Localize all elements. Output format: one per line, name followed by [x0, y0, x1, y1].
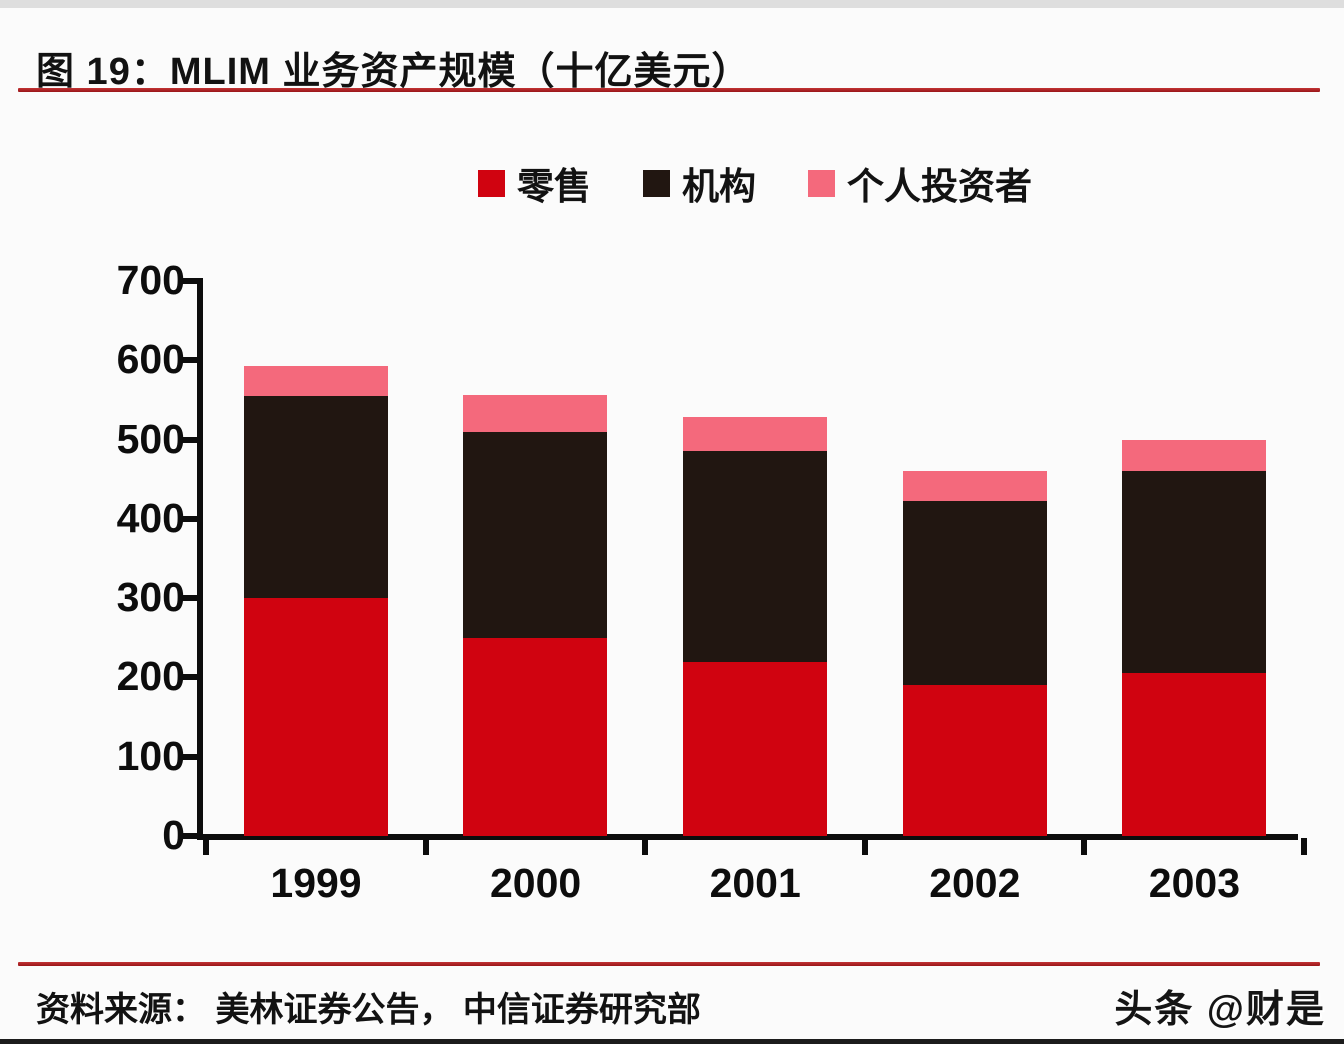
chart-legend: 零售 机构 个人投资者 — [206, 158, 1304, 208]
source-text: 资料来源： 美林证券公告， 中信证券研究部 — [36, 991, 701, 1029]
page-top-edge — [0, 0, 1344, 8]
bar-segment-2001-个人投资者 — [683, 417, 827, 452]
legend-swatch-icon — [643, 169, 670, 197]
x-axis-line — [197, 834, 1298, 840]
x-axis-tick — [1081, 838, 1088, 855]
x-axis-tick — [861, 838, 868, 855]
chart-title: 图 19：MLIM 业务资产规模（十亿美元） — [36, 51, 751, 93]
legend-item-1: 机构 — [643, 156, 756, 210]
x-axis-tick — [642, 838, 649, 855]
y-axis-tick-label: 200 — [116, 653, 185, 700]
bar-segment-1999-机构 — [243, 395, 388, 599]
y-axis-tick-label: 100 — [116, 732, 185, 779]
bar-segment-1999-个人投资者 — [243, 365, 388, 396]
bar-segment-2001-机构 — [683, 451, 827, 662]
title-underline-rule — [18, 88, 1320, 92]
y-axis-tick — [179, 674, 199, 681]
plot-area — [206, 281, 1304, 836]
bar-segment-2003-个人投资者 — [1122, 439, 1267, 472]
watermark-text: 头条 @财是 — [1114, 989, 1326, 1031]
legend-item-2: 个人投资者 — [808, 156, 1032, 210]
legend-item-0: 零售 — [478, 156, 591, 210]
bar-segment-2001-零售 — [683, 661, 827, 836]
bar-segment-1999-零售 — [243, 598, 388, 836]
x-axis-category-label: 2000 — [489, 860, 582, 906]
y-axis-tick — [179, 595, 199, 602]
y-axis-tick — [179, 833, 199, 839]
x-axis-tick — [203, 838, 209, 855]
x-axis-category-label: 2001 — [709, 860, 801, 906]
bar-segment-2000-机构 — [463, 431, 608, 638]
y-axis-tick — [179, 278, 199, 284]
y-axis-tick — [179, 436, 199, 443]
legend-swatch-icon — [808, 169, 835, 197]
x-axis-tick — [1301, 838, 1307, 855]
bar-segment-2000-零售 — [463, 637, 608, 836]
x-axis-category-label: 2003 — [1148, 860, 1240, 906]
bar-segment-2002-零售 — [902, 685, 1047, 836]
y-axis-tick-label: 700 — [116, 257, 185, 303]
y-axis-tick-label: 300 — [116, 574, 185, 621]
source-divider-rule — [18, 962, 1320, 966]
bar-segment-2000-个人投资者 — [463, 395, 608, 432]
legend-label: 机构 — [682, 166, 756, 207]
y-axis-tick — [179, 357, 199, 364]
legend-label: 零售 — [517, 166, 591, 207]
legend-label: 个人投资者 — [847, 166, 1032, 207]
legend-swatch-icon — [478, 169, 505, 197]
x-axis-category-label: 2002 — [929, 860, 1021, 906]
page-bottom-rule — [0, 1039, 1344, 1044]
bar-segment-2002-机构 — [902, 500, 1047, 686]
y-axis-tick — [179, 515, 199, 522]
bar-segment-2002-个人投资者 — [902, 470, 1047, 501]
x-axis-tick — [422, 838, 429, 855]
y-axis-tick-label: 400 — [116, 494, 185, 541]
bar-segment-2003-机构 — [1122, 471, 1267, 673]
y-axis-line — [197, 278, 203, 839]
y-axis-tick — [179, 753, 199, 760]
y-axis-tick-label: 600 — [116, 336, 185, 383]
y-axis-tick-label: 500 — [116, 415, 185, 462]
x-axis-category-label: 1999 — [270, 860, 362, 906]
bar-segment-2003-零售 — [1122, 672, 1267, 836]
y-axis-tick-label: 0 — [162, 812, 185, 858]
